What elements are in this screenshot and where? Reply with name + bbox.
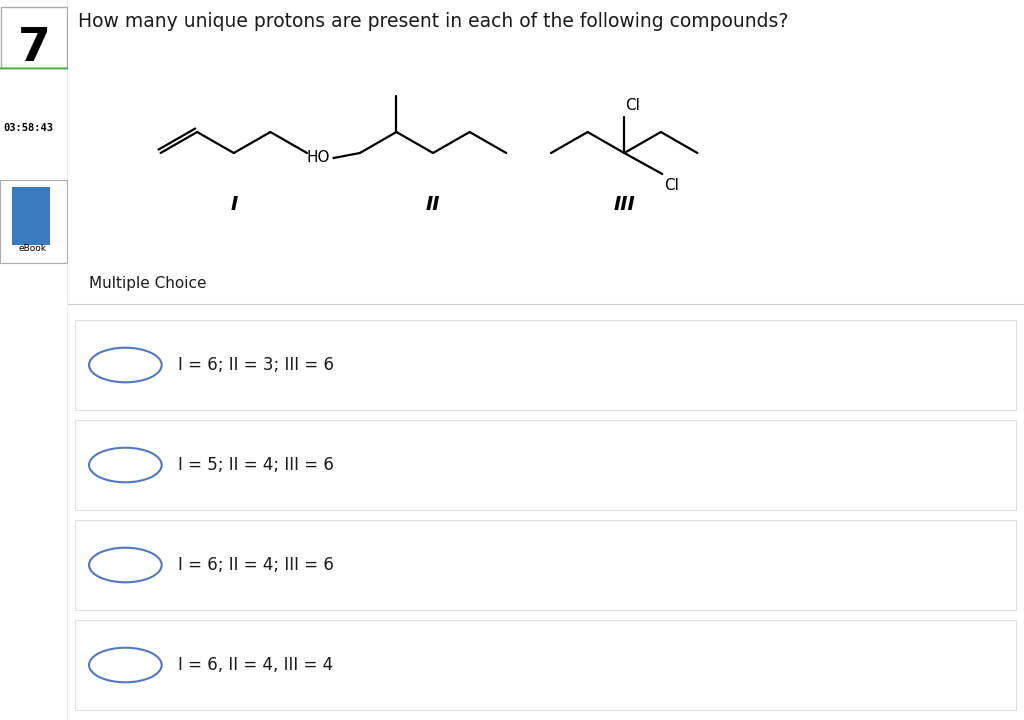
Text: III: III [613,196,635,215]
FancyBboxPatch shape [75,620,1017,710]
FancyBboxPatch shape [75,420,1017,510]
Text: eBook: eBook [18,245,47,253]
FancyBboxPatch shape [11,187,50,245]
Text: Cl: Cl [665,178,679,193]
FancyBboxPatch shape [1,7,67,90]
Text: II: II [426,196,440,215]
FancyBboxPatch shape [0,180,67,263]
Text: How many unique protons are present in each of the following compounds?: How many unique protons are present in e… [78,12,788,31]
Text: I: I [230,196,238,215]
Text: I = 6; II = 3; III = 6: I = 6; II = 3; III = 6 [178,356,334,374]
Text: Multiple Choice: Multiple Choice [89,276,207,292]
Text: Cl: Cl [626,99,640,113]
FancyBboxPatch shape [75,520,1017,610]
Text: I = 6; II = 4; III = 6: I = 6; II = 4; III = 6 [178,556,334,574]
FancyBboxPatch shape [75,320,1017,410]
Text: I = 5; II = 4; III = 6: I = 5; II = 4; III = 6 [178,456,334,474]
Text: 7: 7 [17,27,50,71]
Text: HO: HO [306,150,330,166]
Text: 03:58:43: 03:58:43 [3,123,53,133]
Text: I = 6, II = 4, III = 4: I = 6, II = 4, III = 4 [178,656,333,674]
FancyBboxPatch shape [0,68,73,187]
